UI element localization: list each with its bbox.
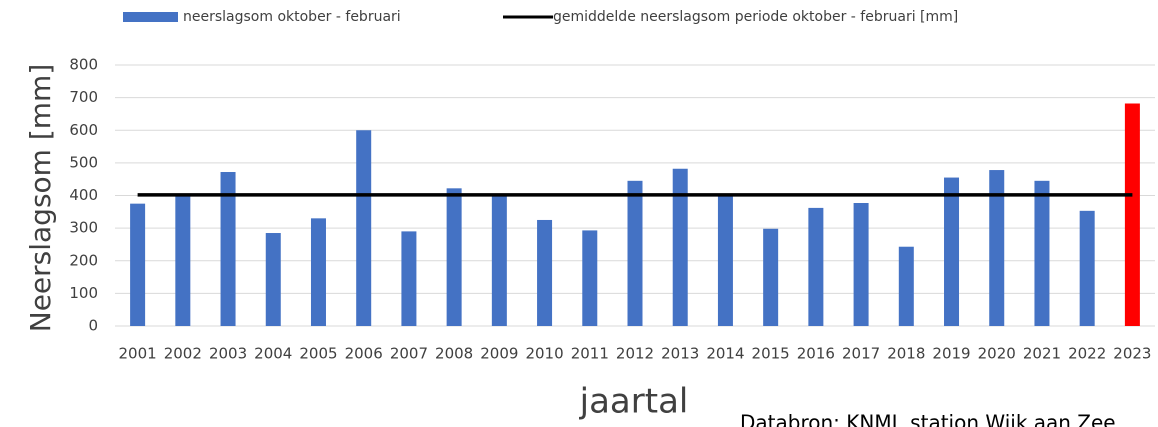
x-tick-label: 2012 [616, 345, 654, 363]
y-tick-label: 100 [69, 284, 98, 302]
y-tick-label: 700 [69, 88, 98, 106]
x-tick-label: 2010 [525, 345, 563, 363]
x-tick-label: 2016 [797, 345, 835, 363]
x-tick-label: 2015 [752, 345, 790, 363]
y-axis-label: Neerslagsom [mm] [24, 64, 57, 333]
bar [1124, 103, 1140, 326]
bar [537, 219, 553, 326]
x-tick-label: 2003 [209, 345, 247, 363]
x-tick-label: 2002 [164, 345, 202, 363]
legend-swatch [123, 12, 178, 22]
x-tick-label: 2004 [254, 345, 292, 363]
bar [130, 203, 146, 326]
bar [265, 233, 281, 326]
bar [401, 231, 417, 326]
bar [717, 193, 733, 326]
bar [356, 130, 372, 326]
bar [763, 228, 779, 326]
bar [898, 246, 914, 326]
bar [989, 170, 1005, 326]
legend-label: neerslagsom oktober - februari [183, 9, 401, 25]
y-tick-label: 300 [69, 219, 98, 237]
y-tick-label: 500 [69, 153, 98, 171]
x-tick-label: 2019 [932, 345, 970, 363]
bar [220, 172, 236, 326]
bar [808, 207, 824, 326]
bar [582, 230, 598, 326]
bar [1034, 180, 1050, 326]
source-note: Databron: KNMI, station Wijk aan Zee [740, 411, 1116, 427]
x-tick-label: 2023 [1113, 345, 1151, 363]
x-tick-label: 2020 [978, 345, 1016, 363]
x-tick-label: 2008 [435, 345, 473, 363]
y-tick-label: 0 [88, 317, 98, 335]
y-tick-label: 200 [69, 251, 98, 269]
y-tick-label: 400 [69, 186, 98, 204]
bar [446, 188, 462, 326]
y-tick-label: 600 [69, 121, 98, 139]
bar [1079, 210, 1095, 326]
x-axis-label: jaartal [579, 382, 689, 422]
y-tick-label: 800 [69, 56, 98, 74]
x-tick-label: 2022 [1068, 345, 1106, 363]
bar [944, 177, 960, 326]
x-tick-label: 2013 [661, 345, 699, 363]
x-tick-label: 2014 [706, 345, 744, 363]
x-tick-label: 2021 [1023, 345, 1061, 363]
bar [853, 203, 869, 326]
x-tick-label: 2017 [842, 345, 880, 363]
x-tick-label: 2007 [390, 345, 428, 363]
legend-label: gemiddelde neerslagsom periode oktober -… [553, 9, 958, 25]
bar [310, 218, 326, 326]
bar [627, 180, 643, 326]
bar [175, 193, 191, 326]
bar [491, 193, 507, 326]
x-tick-label: 2006 [345, 345, 383, 363]
x-tick-label: 2005 [299, 345, 337, 363]
x-tick-label: 2011 [571, 345, 609, 363]
x-tick-label: 2009 [480, 345, 518, 363]
bar [672, 168, 688, 326]
x-tick-label: 2001 [119, 345, 157, 363]
x-tick-label: 2018 [887, 345, 925, 363]
